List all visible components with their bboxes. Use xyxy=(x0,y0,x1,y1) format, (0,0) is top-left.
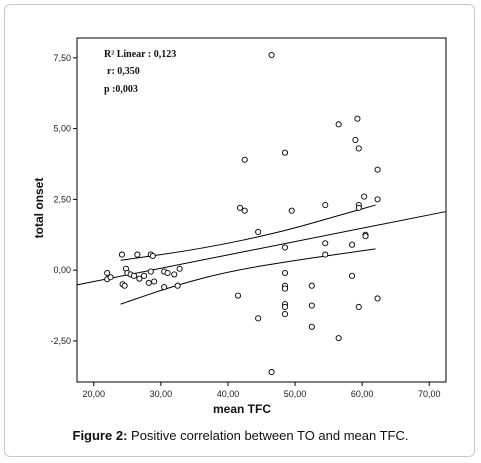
annotation-background xyxy=(97,43,201,97)
data-point xyxy=(147,268,154,275)
data-point xyxy=(374,295,381,302)
y-tick-label: 0,00 xyxy=(53,265,71,275)
data-point xyxy=(104,269,111,277)
x-tick-label: 40,00 xyxy=(217,389,240,399)
figure-caption: Figure 2: Positive correlation between T… xyxy=(0,428,481,443)
data-point xyxy=(268,369,275,376)
data-point xyxy=(255,228,262,235)
data-point xyxy=(288,207,295,214)
data-point xyxy=(281,149,289,156)
x-tick-label: 60,00 xyxy=(351,389,374,399)
confidence-upper-curve xyxy=(120,204,376,261)
data-point xyxy=(374,196,381,203)
data-point xyxy=(354,115,361,122)
data-point xyxy=(176,265,183,272)
data-point xyxy=(352,136,359,143)
data-point xyxy=(118,251,126,258)
data-point xyxy=(349,241,356,248)
y-tick-label: 2,50 xyxy=(53,194,71,204)
data-point xyxy=(149,252,156,260)
annotation-line: p :0,003 xyxy=(104,84,138,95)
data-point xyxy=(134,251,141,258)
data-points xyxy=(104,51,381,376)
y-axis-label: total onset xyxy=(32,178,46,239)
data-point xyxy=(281,310,289,318)
plot-border xyxy=(76,37,447,383)
data-point xyxy=(355,145,362,152)
data-point xyxy=(268,51,275,59)
regression-line xyxy=(76,211,447,286)
data-point xyxy=(308,282,315,289)
data-point xyxy=(355,204,362,211)
data-point xyxy=(281,303,289,311)
data-point xyxy=(161,284,168,291)
annotation-line: r: 0,350 xyxy=(107,66,140,77)
annotation-box: R² Linear : 0,123 r: 0,350 p :0,003 xyxy=(97,43,201,97)
data-point xyxy=(236,204,244,211)
data-point xyxy=(362,233,369,240)
x-tick-label: 30,00 xyxy=(150,389,173,399)
data-point xyxy=(355,303,362,311)
data-point xyxy=(241,156,248,163)
data-point xyxy=(374,166,381,173)
data-point xyxy=(335,121,342,128)
y-tick-label: -2,50 xyxy=(50,336,71,346)
caption-text: Positive correlation between TO and mean… xyxy=(127,428,409,443)
fit-line xyxy=(76,211,447,286)
data-point xyxy=(255,315,262,322)
data-point xyxy=(136,275,143,282)
data-point xyxy=(171,271,178,278)
confidence-band xyxy=(120,204,376,305)
data-point xyxy=(308,323,315,330)
y-tick-label: 5,00 xyxy=(53,124,71,134)
data-point xyxy=(281,285,289,292)
axes: 20,00 30,00 40,00 50,00 60,00 70,00 -2,50 0,00 2… xyxy=(50,37,447,399)
data-point xyxy=(174,282,181,289)
x-axis-label: mean TFC xyxy=(213,402,271,416)
data-point xyxy=(151,278,158,285)
data-point xyxy=(308,302,315,309)
annotation-line: R² Linear : 0,123 xyxy=(104,49,176,60)
data-point xyxy=(107,274,114,281)
caption-label: Figure 2: xyxy=(72,428,128,443)
data-point xyxy=(145,279,152,286)
data-point xyxy=(234,292,242,299)
data-point xyxy=(121,282,128,289)
data-point xyxy=(322,251,329,258)
x-tick-label: 20,00 xyxy=(83,389,106,399)
data-point xyxy=(130,272,138,279)
data-point xyxy=(335,335,342,342)
data-point xyxy=(281,269,289,277)
data-point xyxy=(164,269,171,277)
confidence-lower-curve xyxy=(120,248,376,305)
data-point xyxy=(141,272,148,279)
data-point xyxy=(322,201,329,209)
data-point xyxy=(361,193,368,200)
x-tick-label: 50,00 xyxy=(284,389,307,399)
x-tick-label: 70,00 xyxy=(418,389,441,399)
data-point xyxy=(322,240,329,247)
data-point xyxy=(349,272,356,279)
data-point xyxy=(241,207,248,214)
y-tick-label: 7,50 xyxy=(53,53,71,63)
data-point xyxy=(281,244,289,251)
